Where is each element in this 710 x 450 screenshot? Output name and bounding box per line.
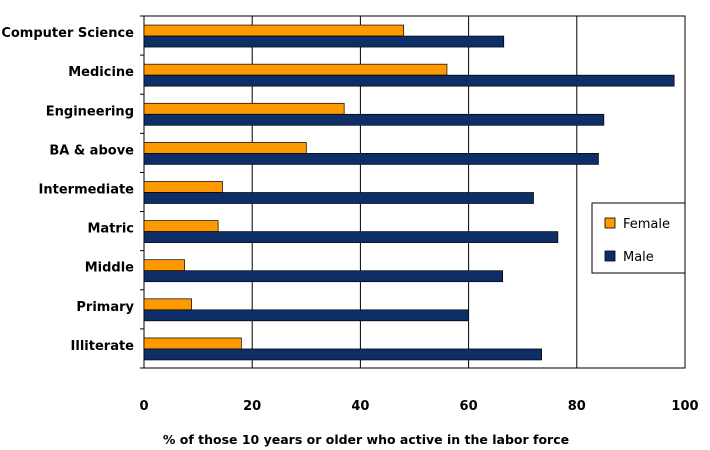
bar-male-3 bbox=[143, 153, 599, 165]
bar-male-5 bbox=[143, 231, 559, 243]
category-label: Middle bbox=[85, 261, 134, 276]
legend-label-male: Male bbox=[623, 250, 654, 265]
legend-swatch-male bbox=[604, 250, 616, 262]
x-tick-labels: 0 20 40 60 80 100 bbox=[139, 399, 698, 414]
bar-female-4 bbox=[143, 181, 223, 193]
category-label: Computer Science bbox=[1, 26, 134, 41]
category-label: Illiterate bbox=[71, 339, 135, 354]
category-labels: Computer Science Medicine Engineering BA & … bbox=[1, 26, 134, 354]
x-tick-label: 100 bbox=[671, 399, 698, 414]
bar-female-3 bbox=[143, 142, 307, 154]
x-axis-title: % of those 10 years or older who active … bbox=[163, 432, 569, 447]
category-label: Medicine bbox=[68, 65, 134, 80]
x-tick-label: 80 bbox=[568, 399, 586, 414]
bar-male-7 bbox=[143, 309, 469, 322]
x-tick-label: 60 bbox=[460, 399, 478, 414]
bar-female-1 bbox=[143, 63, 448, 76]
bar-female-6 bbox=[143, 259, 185, 272]
bar-female-8 bbox=[143, 337, 242, 350]
bar-female-0 bbox=[143, 24, 405, 37]
category-label: Primary bbox=[76, 300, 134, 315]
bar-female-5 bbox=[143, 220, 219, 232]
legend-swatch-female bbox=[604, 217, 616, 229]
x-tick-label: 0 bbox=[139, 399, 148, 414]
category-label: Engineering bbox=[46, 104, 134, 119]
category-label: Intermediate bbox=[39, 183, 135, 198]
bar-male-0 bbox=[143, 35, 505, 48]
x-tick-label: 40 bbox=[351, 399, 369, 414]
legend: Female Male bbox=[591, 202, 686, 274]
bar-female-7 bbox=[143, 298, 192, 311]
bar-male-4 bbox=[143, 192, 534, 204]
bars bbox=[143, 24, 675, 361]
category-label: BA & above bbox=[49, 143, 134, 158]
category-label: Matric bbox=[88, 222, 135, 237]
x-tick-label: 20 bbox=[243, 399, 261, 414]
bar-male-1 bbox=[143, 74, 675, 87]
bar-male-8 bbox=[143, 348, 542, 361]
bar-female-2 bbox=[143, 102, 345, 115]
bar-male-2 bbox=[143, 113, 605, 126]
bar-male-6 bbox=[143, 270, 504, 283]
legend-label-female: Female bbox=[623, 217, 670, 232]
